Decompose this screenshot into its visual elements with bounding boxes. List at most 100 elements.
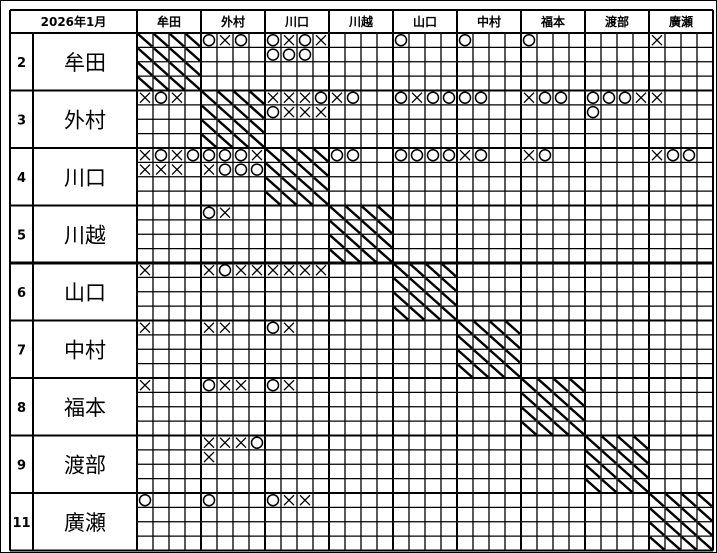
self-match-hatch <box>473 349 489 364</box>
loss-stroke <box>315 34 327 46</box>
loss-stroke <box>523 149 535 161</box>
loss-stroke <box>171 92 183 104</box>
loss-stroke <box>283 379 295 391</box>
self-match-hatch <box>345 234 361 249</box>
win-mark <box>346 148 360 162</box>
self-match-hatch <box>537 378 553 393</box>
self-match-hatch <box>665 521 681 537</box>
loss-mark <box>283 322 295 334</box>
self-match-hatch <box>537 406 553 422</box>
loss-mark <box>651 34 663 46</box>
self-match-hatch <box>489 334 505 350</box>
loss-mark <box>219 437 231 449</box>
win-mark <box>218 148 232 162</box>
win-mark <box>266 105 280 119</box>
loss-stroke <box>219 207 231 219</box>
player-number: 2 <box>17 56 26 71</box>
self-match-hatch <box>329 248 345 263</box>
loss-stroke <box>219 34 231 46</box>
player-number: 3 <box>17 113 26 128</box>
self-match-hatch <box>249 104 265 120</box>
loss-stroke <box>235 264 247 276</box>
loss-mark <box>171 92 183 104</box>
column-header-7: 渡部 <box>605 14 629 29</box>
loss-mark <box>235 379 247 391</box>
win-mark <box>554 91 568 104</box>
self-match-hatch <box>553 378 569 393</box>
self-match-hatch <box>569 378 585 393</box>
loss-stroke <box>283 494 295 506</box>
win-mark <box>586 91 600 104</box>
self-match-hatch <box>185 76 201 91</box>
loss-mark <box>139 264 151 276</box>
self-match-hatch <box>217 104 233 120</box>
player-number: 9 <box>17 458 26 473</box>
self-match-hatch <box>329 234 345 249</box>
win-mark <box>394 33 408 47</box>
self-match-hatch <box>233 119 249 134</box>
loss-mark <box>171 164 183 176</box>
self-match-hatch <box>457 349 473 364</box>
self-match-hatch <box>681 521 697 537</box>
self-match-hatch <box>313 162 329 177</box>
loss-stroke <box>235 379 247 391</box>
loss-stroke <box>203 264 215 276</box>
loss-stroke <box>283 322 295 334</box>
win-mark <box>458 91 472 104</box>
self-match-hatch <box>217 119 233 134</box>
win-mark <box>538 91 552 104</box>
column-header-5: 中村 <box>477 14 501 29</box>
loss-mark <box>523 92 535 104</box>
self-match-hatch <box>201 90 217 105</box>
win-mark <box>282 48 296 61</box>
player-name: 中村 <box>64 338 106 362</box>
loss-mark <box>315 34 327 46</box>
loss-stroke <box>139 92 151 104</box>
self-match-hatch <box>265 162 281 177</box>
loss-stroke <box>283 106 295 118</box>
self-match-hatch <box>697 507 713 522</box>
win-mark <box>266 48 280 61</box>
self-match-hatch <box>633 478 649 493</box>
loss-mark <box>299 92 311 104</box>
loss-mark <box>283 34 295 46</box>
loss-stroke <box>251 264 263 276</box>
loss-stroke <box>139 164 151 176</box>
loss-stroke <box>203 437 215 449</box>
loss-stroke <box>651 149 663 161</box>
self-match-hatch <box>473 334 489 350</box>
loss-mark <box>139 322 151 334</box>
loss-stroke <box>203 451 215 463</box>
loss-mark <box>283 379 295 391</box>
self-match-hatch <box>585 464 601 479</box>
win-mark <box>298 48 312 61</box>
win-mark <box>266 378 280 392</box>
loss-mark <box>411 92 423 104</box>
win-mark <box>154 91 168 104</box>
loss-mark <box>315 106 327 118</box>
win-mark <box>266 321 280 334</box>
win-mark <box>330 148 344 162</box>
self-match-hatch <box>505 320 521 335</box>
win-mark <box>234 33 248 47</box>
player-number: 5 <box>17 228 26 243</box>
self-match-hatch <box>281 176 297 192</box>
win-mark <box>682 148 696 162</box>
win-mark <box>202 206 216 219</box>
win-mark <box>218 163 232 176</box>
self-match-hatch <box>425 277 441 292</box>
loss-stroke <box>459 149 471 161</box>
loss-stroke <box>331 92 343 104</box>
player-number: 11 <box>12 516 30 531</box>
loss-stroke <box>203 164 215 176</box>
win-mark <box>442 91 456 104</box>
player-name: 渡部 <box>64 453 106 477</box>
player-name: 牟田 <box>64 51 106 75</box>
win-mark <box>234 163 248 176</box>
self-match-hatch <box>265 176 281 192</box>
self-match-hatch <box>489 349 505 364</box>
self-match-hatch <box>361 234 377 249</box>
self-match-hatch <box>537 392 553 407</box>
self-match-hatch <box>601 478 617 493</box>
